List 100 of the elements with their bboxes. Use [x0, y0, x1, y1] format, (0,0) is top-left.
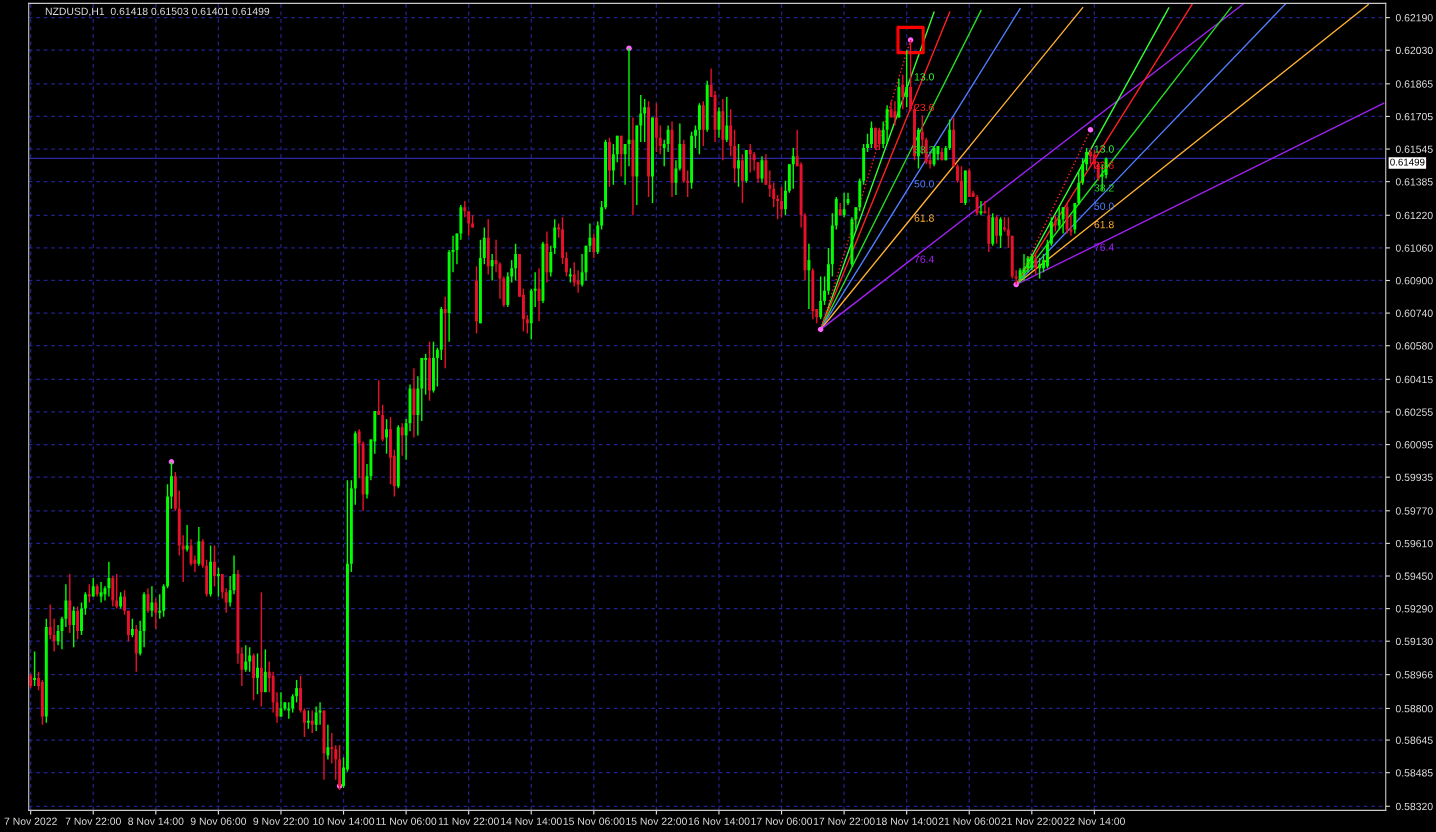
candlestick	[870, 120, 873, 149]
x-tick-label: 17 Nov 06:00	[751, 817, 813, 825]
x-tick-label: 11 Nov 22:00	[438, 817, 499, 825]
candlestick	[729, 108, 733, 157]
y-tick-label: 0.61220	[1395, 211, 1433, 220]
candlestick	[768, 169, 772, 198]
y-tick-label: 0.59130	[1395, 637, 1433, 646]
candlestick	[216, 567, 220, 598]
candlestick	[1092, 149, 1096, 170]
candlestick	[737, 143, 740, 188]
ref-line-label: 0.61499	[1390, 158, 1425, 166]
y-tick-label: 0.60095	[1395, 441, 1433, 449]
candlestick	[1006, 216, 1010, 249]
candlestick	[154, 597, 158, 630]
candlestick	[819, 275, 823, 320]
candlestick	[948, 118, 952, 151]
x-tick-label: 22 Nov 14:00	[1063, 817, 1125, 825]
candlestick	[975, 194, 979, 216]
x-tick-label: 9 Nov 22:00	[253, 817, 309, 825]
candlestick	[553, 218, 557, 255]
candlestick	[467, 210, 471, 237]
series-label: 76.4	[1094, 243, 1114, 251]
candlestick	[424, 353, 428, 396]
candlestick	[263, 648, 267, 693]
candlestick	[1038, 257, 1042, 280]
candlestick	[866, 133, 870, 153]
point	[896, 25, 925, 55]
candlestick	[1002, 216, 1006, 233]
candlestick	[389, 416, 392, 485]
candlestick	[576, 269, 580, 294]
candlestick	[72, 605, 76, 649]
candlestick	[318, 701, 322, 726]
candlestick	[893, 100, 897, 127]
candlestick	[592, 232, 596, 259]
candlestick	[740, 153, 744, 204]
x-tick-label: 15 Nov 06:00	[563, 817, 625, 825]
candlestick	[776, 194, 780, 221]
y-tick-label: 0.60580	[1395, 342, 1433, 350]
candlestick	[166, 483, 170, 589]
candlestick	[611, 143, 615, 186]
candlestick	[807, 243, 811, 310]
y-tick-label: 0.58645	[1395, 736, 1433, 744]
candlestick	[385, 418, 389, 455]
x-tick-label: 15 Nov 22:00	[626, 817, 687, 825]
candlestick	[956, 163, 959, 184]
candlestick	[588, 222, 592, 253]
candlestick	[244, 644, 248, 673]
candlestick	[823, 275, 827, 306]
series-label: 61.8	[914, 214, 934, 222]
y-tick-label: 0.61060	[1395, 244, 1433, 252]
candlestick	[604, 139, 608, 210]
y-tick-label: 0.59935	[1395, 473, 1433, 482]
candlestick	[913, 104, 916, 161]
candlestick	[295, 679, 299, 704]
series-label: 50.0	[1094, 202, 1114, 210]
candlestick	[608, 137, 611, 188]
candlestick	[1061, 206, 1065, 235]
candlestick	[248, 646, 252, 673]
candlestick	[400, 422, 404, 457]
y-tick-label: 0.58485	[1395, 769, 1433, 777]
candlestick	[52, 618, 56, 653]
candlestick	[686, 169, 690, 198]
candlestick	[561, 216, 564, 265]
series-label: 38.2	[914, 145, 934, 154]
y-tick-label: 0.61385	[1395, 178, 1433, 186]
y-tick-label: 0.59450	[1395, 572, 1433, 580]
y-tick-label: 0.62030	[1395, 46, 1433, 55]
candlestick	[564, 251, 568, 278]
candlestick	[150, 585, 154, 618]
x-tick-label: 17 Nov 22:00	[813, 817, 875, 825]
candlestick	[885, 104, 889, 145]
candlestick	[959, 165, 963, 204]
x-tick-label: 7 Nov 2022	[4, 817, 57, 825]
y-tick-label: 0.58320	[1395, 802, 1433, 811]
candlestick	[580, 253, 584, 288]
candlestick	[213, 544, 216, 587]
candlestick	[999, 216, 1002, 249]
candlestick	[666, 124, 670, 153]
candlestick	[130, 618, 134, 638]
candlestick	[33, 650, 37, 687]
candlestick	[435, 347, 439, 388]
y-tick-label: 0.62190	[1395, 14, 1433, 22]
x-tick-label: 14 Nov 14:00	[501, 817, 562, 825]
candlestick	[83, 591, 87, 616]
candlestick	[330, 732, 334, 765]
candlestick	[615, 135, 619, 163]
x-tick-label: 11 Nov 06:00	[376, 817, 437, 825]
candlestick	[314, 705, 318, 732]
candlestick	[256, 652, 259, 695]
candlestick	[87, 583, 91, 604]
y-tick-label: 0.60255	[1395, 408, 1433, 416]
candlestick	[1049, 216, 1053, 247]
candlestick	[197, 526, 201, 567]
candlestick	[291, 693, 295, 714]
candlestick	[126, 609, 130, 642]
candlestick	[1081, 157, 1085, 186]
candlestick	[514, 243, 518, 282]
candlestick	[725, 96, 729, 143]
y-tick-label: 0.59290	[1395, 605, 1433, 613]
x-tick-label: 9 Nov 06:00	[190, 817, 247, 825]
